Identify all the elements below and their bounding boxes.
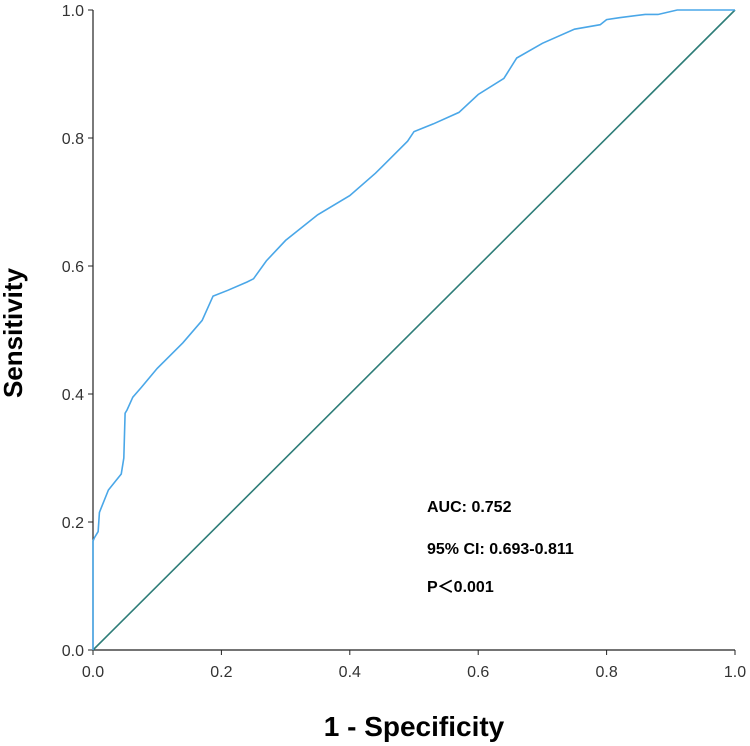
y-axis-title: Sensitivity <box>0 267 28 398</box>
y-tick-label: 0.0 <box>62 643 84 660</box>
ci-annotation: 95% CI: 0.693-0.811 <box>427 541 574 558</box>
x-tick-label: 0.6 <box>467 664 489 681</box>
roc-chart: 0.0 0.2 0.4 0.6 0.8 1.0 0.0 0.2 0.4 0.6 0.8 1.0 1 -… <box>0 0 750 746</box>
x-tick-label: 0.4 <box>339 664 361 681</box>
y-tick-label: 0.6 <box>62 259 84 276</box>
x-tick-label: 0.2 <box>210 664 232 681</box>
p-value-annotation: P＜0.001 <box>427 579 494 596</box>
reference-diagonal-line <box>93 10 735 650</box>
x-axis-title: 1 - Specificity <box>324 711 505 742</box>
y-tick-label: 1.0 <box>62 3 84 20</box>
x-tick-label: 0.8 <box>595 664 617 681</box>
auc-annotation: AUC: 0.752 <box>427 499 512 516</box>
y-tick-label: 0.2 <box>62 515 84 532</box>
y-tick-label: 0.4 <box>62 387 84 404</box>
y-tick-label: 0.8 <box>62 131 84 148</box>
x-tick-label: 0.0 <box>82 664 104 681</box>
x-tick-label: 1.0 <box>724 664 746 681</box>
